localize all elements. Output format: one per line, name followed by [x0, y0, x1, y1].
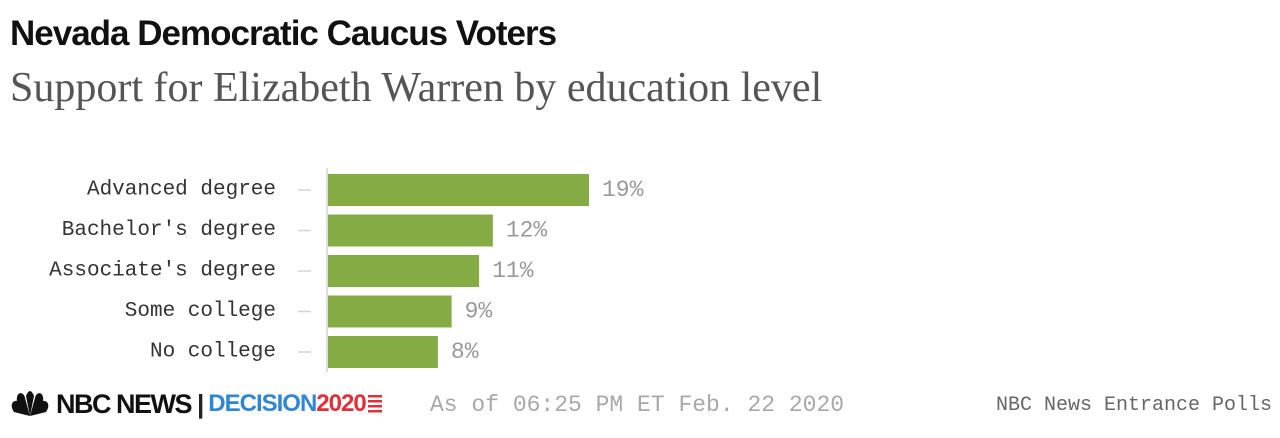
data-label: 11%	[492, 258, 534, 284]
decision-year-wordmark: 2020	[316, 390, 366, 417]
decision-wordmark: DECISION	[208, 390, 317, 417]
data-label: 9%	[465, 299, 493, 325]
category-label: Associate's degree	[49, 260, 276, 283]
flag-stripes-icon	[367, 395, 382, 413]
bar	[328, 295, 452, 328]
footer: NBC NEWS | DECISION 2020 As of 06:25 PM E…	[10, 384, 1272, 424]
logo-separator: |	[197, 388, 205, 419]
category-label: Bachelor's degree	[62, 219, 276, 242]
data-label: 8%	[451, 339, 479, 365]
chart-title: Nevada Democratic Caucus Voters	[10, 14, 557, 53]
timestamp: As of 06:25 PM ET Feb. 22 2020	[430, 392, 845, 418]
chart-subtitle: Support for Elizabeth Warren by educatio…	[10, 65, 823, 111]
category-label: Some college	[125, 300, 276, 323]
bar	[328, 336, 438, 368]
bar	[328, 174, 589, 206]
data-label: 19%	[602, 177, 644, 203]
nbc-news-wordmark: NBC NEWS	[56, 388, 193, 419]
bar	[328, 255, 480, 287]
category-label: No college	[150, 341, 276, 364]
data-label: 12%	[506, 218, 548, 244]
bar	[328, 214, 493, 247]
nbc-decision-logo: NBC NEWS | DECISION 2020	[10, 388, 382, 420]
category-label: Advanced degree	[87, 179, 276, 202]
nbc-peacock-icon	[11, 391, 49, 416]
bar-chart: Advanced degree 19% Bachelor's degree 12% As…	[49, 168, 644, 372]
source-note: NBC News Entrance Polls	[995, 394, 1272, 417]
